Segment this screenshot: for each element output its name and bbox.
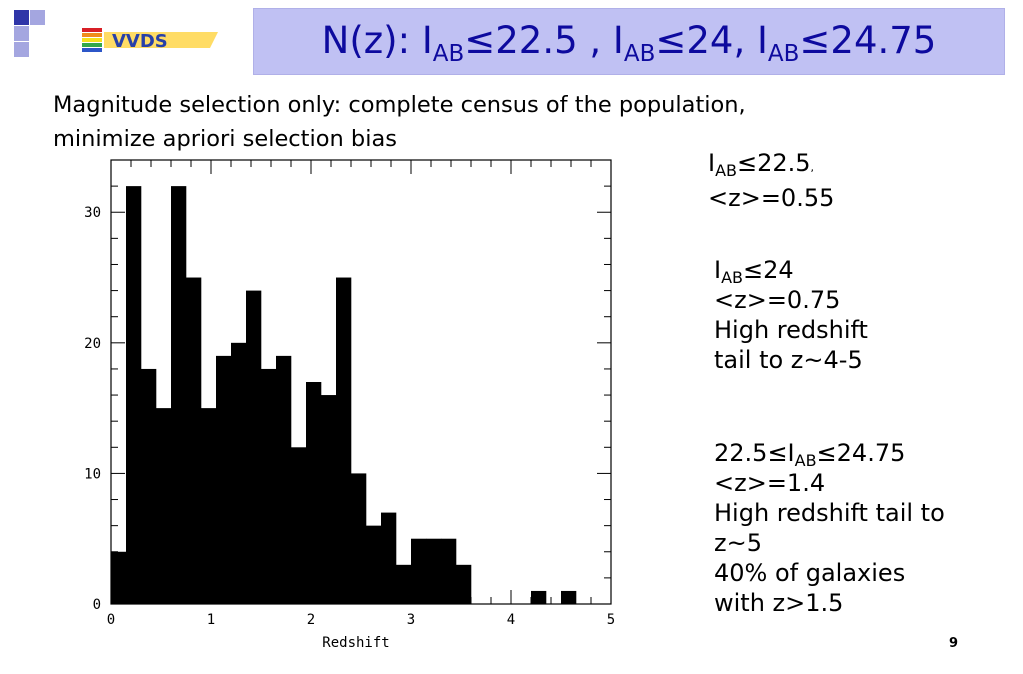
histogram-bar — [411, 538, 427, 604]
axis-ticks — [110, 159, 612, 605]
histogram-bar — [306, 382, 322, 604]
vvds-logo: VVDS — [82, 22, 220, 55]
histogram-bar — [216, 355, 232, 604]
slide-title: N(z): IAB≤22.5 , IAB≤24, IAB≤24.75 — [321, 19, 937, 67]
histogram-bar — [441, 538, 457, 604]
histogram-bars — [111, 186, 577, 604]
histogram-bar — [111, 551, 127, 604]
decor-square-dark-1 — [14, 10, 29, 25]
plot-frame — [110, 159, 612, 605]
x-tick-label: 4 — [507, 612, 515, 628]
x-tick-label: 1 — [207, 612, 215, 628]
histogram-bar — [426, 538, 442, 604]
histogram-bar — [321, 395, 337, 604]
page-number: 9 — [949, 636, 959, 651]
x-tick-label: 0 — [107, 612, 115, 628]
intro-line-1: Magnitude selection only: complete censu… — [53, 92, 746, 118]
title-bar: N(z): IAB≤22.5 , IAB≤24, IAB≤24.75 — [253, 8, 1005, 75]
histogram-bar — [126, 186, 142, 604]
y-tick-label: 0 — [93, 597, 101, 613]
x-axis-label: Redshift — [322, 635, 389, 651]
histogram-bar — [396, 564, 412, 604]
histogram-bar — [246, 290, 262, 604]
redshift-histogram: 0 1 2 3 4 5 0 10 20 30 Redshift — [84, 159, 615, 651]
y-tick-label: 30 — [84, 205, 101, 221]
histogram-bar — [171, 186, 187, 604]
histogram-bar — [141, 368, 157, 604]
histogram-bar — [351, 473, 367, 604]
y-tick-label: 10 — [84, 466, 101, 482]
histogram-bar — [336, 277, 352, 604]
histogram-bar — [381, 512, 397, 604]
histogram-bar — [201, 408, 217, 604]
histogram-bar — [456, 564, 472, 604]
x-tick-label: 5 — [607, 612, 615, 628]
x-tick-label: 3 — [407, 612, 415, 628]
decor-square-light-2 — [14, 26, 29, 41]
intro-text: Magnitude selection only: complete censu… — [53, 88, 913, 152]
note-iab-24-75: 22.5≤IAB≤24.75 <z>=1.4 High redshift tai… — [714, 439, 945, 617]
histogram-bar — [186, 277, 202, 604]
histogram-bar — [156, 408, 172, 604]
decor-square-light-1 — [30, 10, 45, 25]
intro-line-2: minimize apriori selection bias — [53, 126, 397, 152]
x-tick-labels: 0 1 2 3 4 5 — [107, 612, 615, 628]
y-tick-label: 20 — [84, 336, 101, 352]
x-tick-label: 2 — [307, 612, 315, 628]
histogram-bar — [561, 590, 577, 604]
histogram-bar — [531, 590, 547, 604]
note-iab-24: IAB≤24 <z>=0.75 High redshift tail to z~… — [714, 256, 868, 374]
histogram-bar — [276, 355, 292, 604]
histogram-bar — [366, 525, 382, 604]
histogram-bar — [291, 447, 307, 604]
note-iab-22-5: IAB≤22.5, <z>=0.55 — [708, 149, 835, 212]
histogram-bar — [261, 368, 277, 604]
y-tick-labels: 0 10 20 30 — [84, 205, 101, 613]
histogram-bar — [231, 342, 247, 604]
decor-square-light-3 — [14, 42, 29, 57]
svg-text:VVDS: VVDS — [112, 31, 168, 52]
